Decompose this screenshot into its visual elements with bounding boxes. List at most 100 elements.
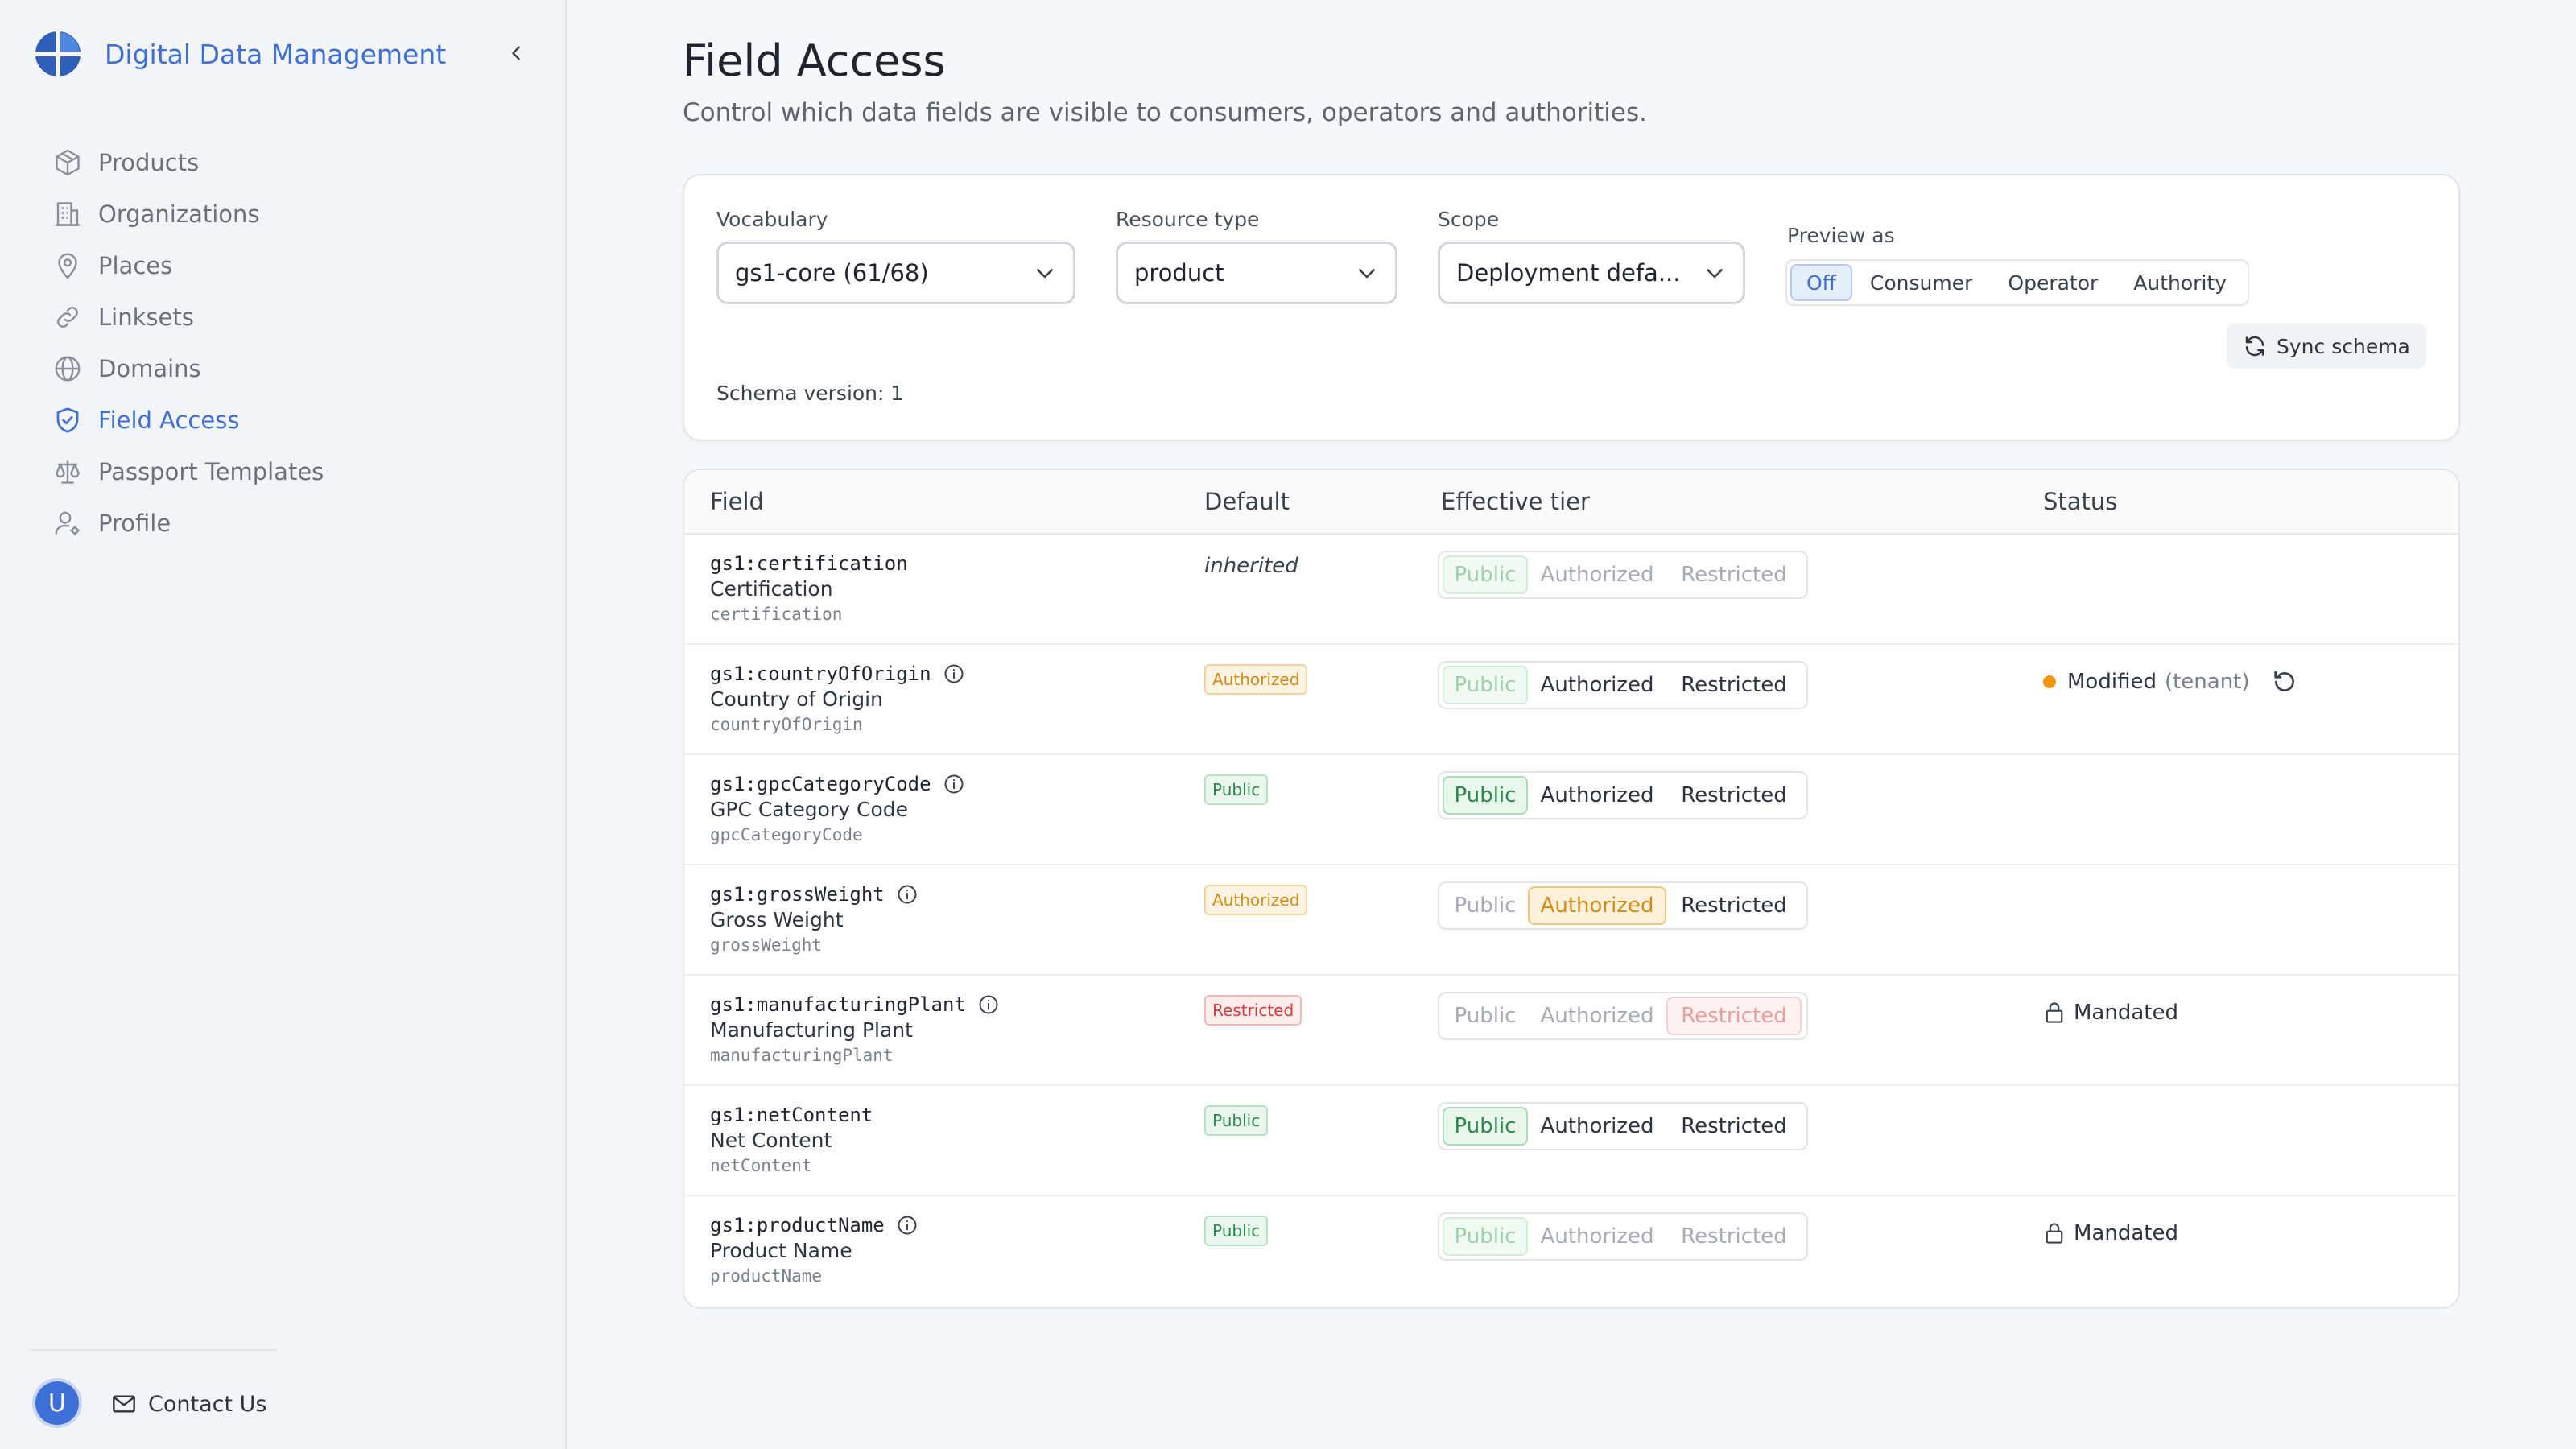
tier-option-public[interactable]: Public <box>1454 894 1517 918</box>
page-title: Field Access <box>683 35 946 86</box>
effective-tier-cell: Public Authorized Restricted <box>1438 881 1808 930</box>
tier-option-public[interactable]: Public <box>1443 666 1528 704</box>
default-cell: Public <box>1204 774 1269 805</box>
info-icon[interactable] <box>977 993 1000 1016</box>
contact-us-label: Contact Us <box>148 1391 267 1417</box>
info-icon[interactable] <box>943 663 965 685</box>
vocabulary-select[interactable]: gs1-core (61/68) <box>716 242 1075 304</box>
tier-option-restricted[interactable]: Restricted <box>1681 1114 1787 1138</box>
field-cell: gs1:certification Certification certificat… <box>710 551 908 626</box>
info-icon[interactable] <box>943 773 965 795</box>
sidebar-item-places[interactable]: Places <box>52 240 324 291</box>
lock-icon <box>2046 1223 2063 1244</box>
vocabulary-label: Vocabulary <box>716 208 828 231</box>
box-icon <box>52 147 84 179</box>
preview-option-authority[interactable]: Authority <box>2133 270 2227 295</box>
field-key: gs1:manufacturingPlant <box>710 992 1000 1018</box>
default-cell: Authorized <box>1204 664 1308 695</box>
tier-option-authorized[interactable]: Authorized <box>1540 1114 1654 1138</box>
sidebar-nav: Products Organizations Places Linksets D… <box>52 137 324 549</box>
effective-tier-cell: Public Authorized Restricted <box>1438 771 1808 819</box>
tier-selector: Public Authorized Restricted <box>1438 1102 1808 1150</box>
tier-option-restricted[interactable]: Restricted <box>1681 673 1787 697</box>
status-text: Mandated <box>2074 1221 2178 1245</box>
tier-option-restricted[interactable]: Restricted <box>1681 894 1787 918</box>
field-key-text: gs1:countryOfOrigin <box>710 663 931 685</box>
field-cell: gs1:manufacturingPlant Manufacturing Plan… <box>710 992 1000 1067</box>
default-badge: Public <box>1204 1216 1269 1246</box>
info-icon[interactable] <box>896 1214 919 1236</box>
sidebar-item-profile[interactable]: Profile <box>52 497 324 549</box>
status-text: Modified <box>2067 670 2157 694</box>
resource-type-label: Resource type <box>1116 208 1260 231</box>
scope-label: Scope <box>1438 208 1500 231</box>
preview-option-off[interactable]: Off <box>1790 264 1852 301</box>
filter-panel: Vocabulary gs1-core (61/68) Resource typ… <box>683 174 2460 441</box>
tier-option-restricted[interactable]: Restricted <box>1681 783 1787 807</box>
sidebar-item-label: Organizations <box>98 200 260 228</box>
chevron-left-icon <box>512 46 520 60</box>
table-row: gs1:productName Product Name productName Pu… <box>684 1196 2458 1307</box>
preview-option-operator[interactable]: Operator <box>2008 270 2099 295</box>
field-label: Manufacturing Plant <box>710 1018 913 1042</box>
sidebar-item-label: Places <box>98 252 173 279</box>
status-scope: (tenant) <box>2164 670 2250 694</box>
default-badge: Public <box>1204 774 1269 805</box>
status-cell: Modified (tenant) <box>2043 667 2298 696</box>
default-cell: Public <box>1204 1216 1269 1246</box>
default-cell: inherited <box>1204 554 1298 578</box>
field-label: GPC Category Code <box>710 798 908 821</box>
effective-tier-cell: Public Authorized Restricted <box>1438 551 1808 599</box>
tier-option-authorized[interactable]: Authorized <box>1540 783 1654 807</box>
reset-icon[interactable] <box>2271 668 2298 696</box>
field-key: gs1:countryOfOrigin <box>710 661 965 687</box>
contact-us-link[interactable]: Contact Us <box>111 1388 266 1420</box>
sidebar-item-linksets[interactable]: Linksets <box>52 291 324 343</box>
vocabulary-value: gs1-core (61/68) <box>735 259 929 287</box>
field-path: gpcCategoryCode <box>710 825 863 844</box>
info-icon[interactable] <box>896 883 919 906</box>
sidebar-item-field-access[interactable]: Field Access <box>52 394 324 446</box>
default-badge: Restricted <box>1204 995 1302 1026</box>
resource-type-select[interactable]: product <box>1116 242 1397 304</box>
tier-option-public[interactable]: Public <box>1443 1107 1528 1146</box>
link-icon <box>52 301 84 333</box>
table-row: gs1:grossWeight Gross Weight grossWeight Au… <box>684 865 2458 976</box>
field-path: manufacturingPlant <box>710 1046 894 1065</box>
field-key: gs1:gpcCategoryCode <box>710 771 965 797</box>
tier-option-authorized[interactable]: Authorized <box>1540 673 1654 697</box>
sidebar-item-label: Passport Templates <box>98 458 324 485</box>
sidebar-item-passport-templates[interactable]: Passport Templates <box>52 446 324 497</box>
avatar[interactable]: U <box>32 1378 82 1428</box>
brand[interactable]: Digital Data Management <box>35 31 446 77</box>
map-pin-icon <box>52 250 84 282</box>
collapse-sidebar-button[interactable] <box>499 35 535 71</box>
default-badge: Authorized <box>1204 885 1308 915</box>
field-label: Gross Weight <box>710 908 844 931</box>
status-text: Mandated <box>2074 1001 2178 1025</box>
field-label: Certification <box>710 577 833 601</box>
sidebar-item-products[interactable]: Products <box>52 137 324 188</box>
scope-select[interactable]: Deployment defa... <box>1438 242 1745 304</box>
table-row: gs1:manufacturingPlant Manufacturing Plan… <box>684 976 2458 1086</box>
sidebar-item-organizations[interactable]: Organizations <box>52 188 324 240</box>
table-row: gs1:gpcCategoryCode GPC Category Code gpcC… <box>684 755 2458 865</box>
scale-icon <box>52 456 84 488</box>
tier-option-public: Public <box>1443 1217 1528 1256</box>
field-path: countryOfOrigin <box>710 715 863 734</box>
preview-option-consumer[interactable]: Consumer <box>1869 270 1973 295</box>
tier-selector: Public Authorized Restricted <box>1438 551 1808 599</box>
sync-schema-button[interactable]: Sync schema <box>2227 324 2426 369</box>
column-header-default: Default <box>1204 488 1290 515</box>
sidebar-item-domains[interactable]: Domains <box>52 343 324 394</box>
shield-check-icon <box>52 404 84 436</box>
field-cell: gs1:netContent Net Content netContent <box>710 1102 873 1178</box>
schema-version: Schema version: 1 <box>716 382 904 405</box>
sidebar-item-label: Field Access <box>98 407 240 434</box>
tier-option-public[interactable]: Public <box>1443 776 1528 815</box>
sidebar-item-label: Products <box>98 149 200 176</box>
effective-tier-cell: Public Authorized Restricted <box>1438 1102 1808 1150</box>
field-cell: gs1:countryOfOrigin Country of Origin coun… <box>710 661 965 737</box>
tier-option-authorized[interactable]: Authorized <box>1528 886 1666 925</box>
default-badge: Authorized <box>1204 664 1308 695</box>
